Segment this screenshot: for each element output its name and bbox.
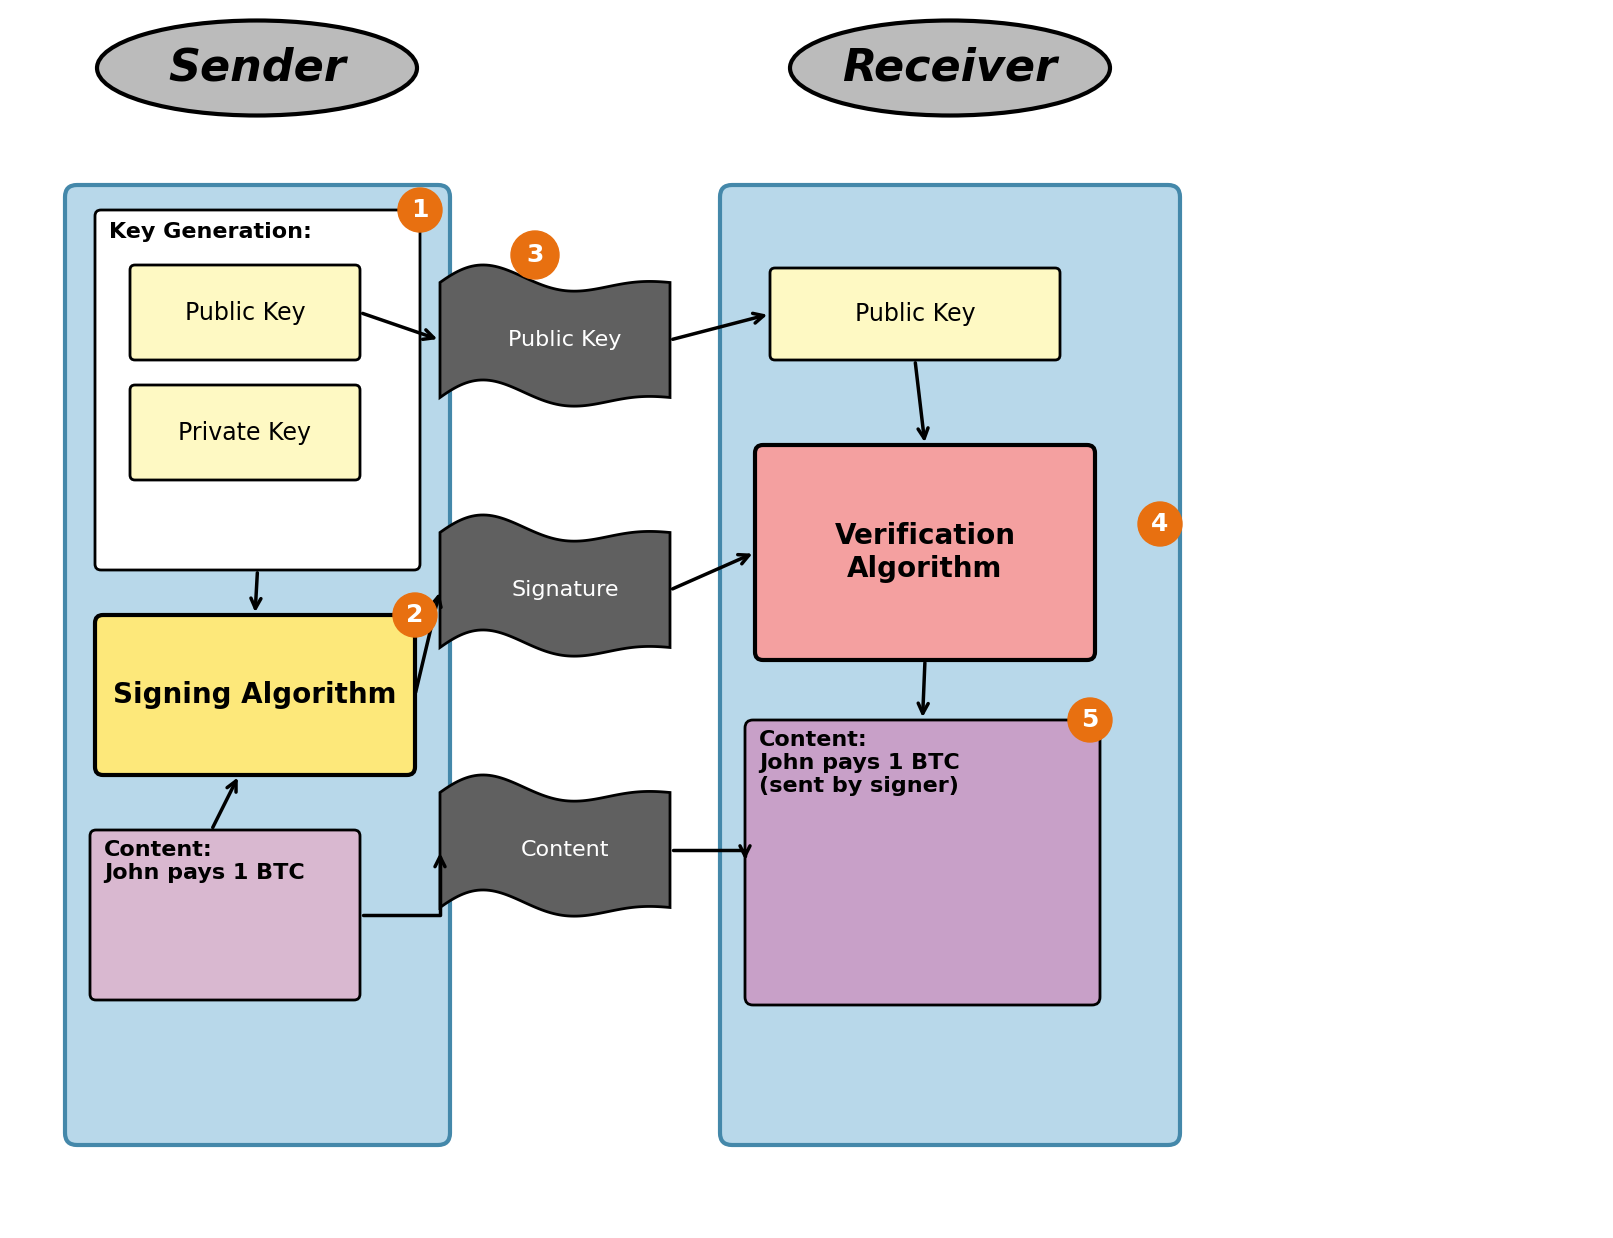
Ellipse shape bbox=[97, 21, 418, 115]
Text: 4: 4 bbox=[1152, 513, 1169, 536]
Circle shape bbox=[398, 188, 442, 232]
Ellipse shape bbox=[790, 21, 1110, 115]
Text: 1: 1 bbox=[411, 198, 429, 222]
Text: Public Key: Public Key bbox=[184, 301, 305, 324]
Circle shape bbox=[394, 593, 437, 638]
FancyBboxPatch shape bbox=[95, 210, 419, 569]
Circle shape bbox=[1139, 501, 1182, 546]
Text: 2: 2 bbox=[406, 603, 424, 626]
Text: Signature: Signature bbox=[511, 579, 619, 600]
FancyBboxPatch shape bbox=[745, 721, 1100, 1005]
FancyBboxPatch shape bbox=[95, 615, 415, 775]
FancyBboxPatch shape bbox=[65, 184, 450, 1145]
FancyBboxPatch shape bbox=[131, 265, 360, 360]
Text: Sender: Sender bbox=[168, 47, 345, 89]
Circle shape bbox=[1068, 698, 1111, 742]
Text: Receiver: Receiver bbox=[842, 47, 1058, 89]
Text: Key Generation:: Key Generation: bbox=[110, 222, 311, 241]
Text: Private Key: Private Key bbox=[179, 421, 311, 444]
Text: Signing Algorithm: Signing Algorithm bbox=[113, 681, 397, 709]
Polygon shape bbox=[440, 265, 669, 406]
Text: Content: Content bbox=[521, 841, 610, 860]
FancyBboxPatch shape bbox=[755, 444, 1095, 660]
FancyBboxPatch shape bbox=[769, 267, 1060, 360]
Text: Public Key: Public Key bbox=[508, 331, 621, 350]
Text: Verification
Algorithm: Verification Algorithm bbox=[834, 522, 1016, 583]
Polygon shape bbox=[440, 515, 669, 656]
Text: Public Key: Public Key bbox=[855, 302, 976, 326]
Polygon shape bbox=[440, 775, 669, 916]
Text: 3: 3 bbox=[526, 243, 544, 267]
Text: Content:
John pays 1 BTC
(sent by signer): Content: John pays 1 BTC (sent by signer… bbox=[760, 730, 960, 796]
FancyBboxPatch shape bbox=[719, 184, 1181, 1145]
Text: 5: 5 bbox=[1081, 708, 1098, 732]
FancyBboxPatch shape bbox=[131, 385, 360, 480]
FancyBboxPatch shape bbox=[90, 829, 360, 1000]
Circle shape bbox=[511, 232, 560, 279]
Text: Content:
John pays 1 BTC: Content: John pays 1 BTC bbox=[103, 841, 305, 883]
